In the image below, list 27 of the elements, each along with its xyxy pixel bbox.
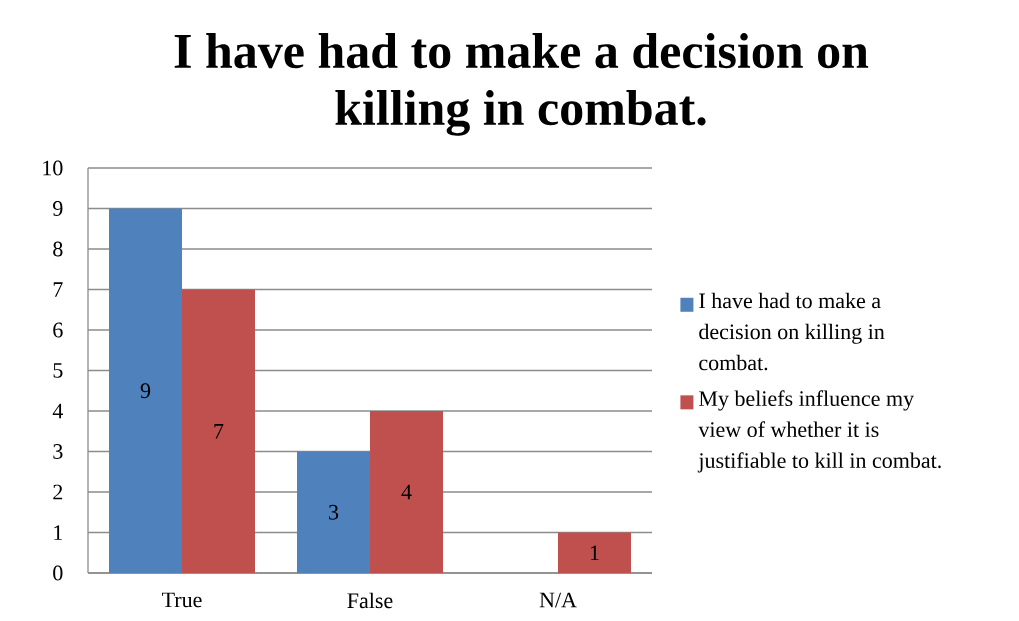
- bar: [370, 411, 443, 573]
- legend-label: I have had to make a decision on killing in combat.: [699, 292, 885, 371]
- y-tick-label: 3: [53, 444, 63, 459]
- y-tick-label: 0: [53, 565, 63, 581]
- y-tick-label: 2: [53, 484, 63, 500]
- data-label: 4: [401, 484, 412, 500]
- x-tick-label: False: [347, 592, 393, 609]
- x-tick-label: True: [162, 592, 202, 608]
- y-tick-label: 6: [53, 322, 63, 338]
- data-label: 9: [140, 383, 151, 399]
- y-tick-label: 5: [53, 363, 63, 378]
- y-tick-label: 7: [53, 282, 63, 297]
- bar: [297, 451, 370, 573]
- x-tick-label: N/A: [539, 592, 577, 608]
- bar: [558, 532, 632, 573]
- y-tick-label: 1: [54, 525, 63, 540]
- bar: [109, 208, 182, 573]
- data-label: 3: [329, 504, 339, 520]
- data-label: 1: [590, 545, 599, 561]
- bar: [182, 289, 255, 573]
- y-tick-label: 10: [43, 160, 63, 176]
- chart-title: I have had to make a decision on killing in combat.: [174, 33, 869, 136]
- y-tick-label: 4: [52, 403, 63, 419]
- data-label: 7: [214, 424, 224, 439]
- legend-label: My beliefs influence my view of whether it is justifiable to kill in combat.: [697, 390, 941, 473]
- y-tick-label: 9: [53, 201, 63, 216]
- y-tick-label: 8: [53, 241, 63, 257]
